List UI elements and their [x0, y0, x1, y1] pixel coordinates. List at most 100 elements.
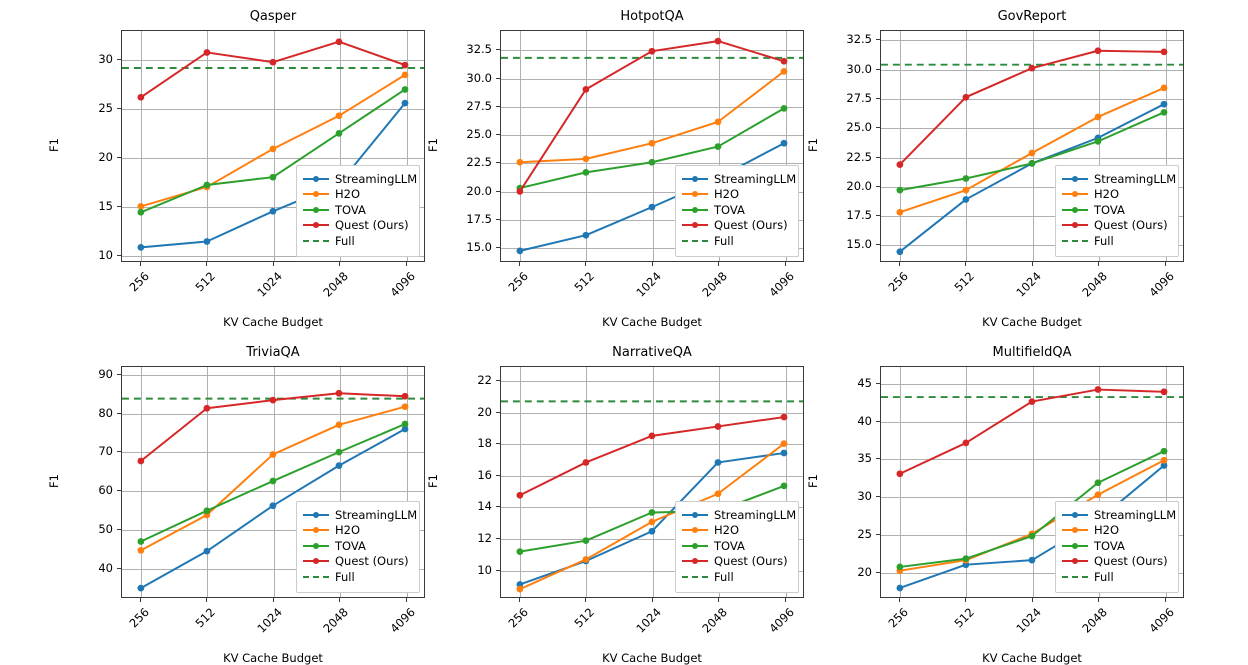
line-icon — [682, 560, 708, 563]
gridline-horizontal — [881, 459, 1183, 461]
x-tick-label: 512 — [951, 269, 978, 295]
data-point — [780, 57, 788, 65]
legend-item-h2o[interactable]: H2O — [303, 187, 412, 203]
legend-swatch-icon — [682, 555, 708, 567]
series-line-tova — [898, 450, 1165, 568]
data-point — [401, 425, 409, 433]
gridline-horizontal — [881, 157, 1183, 159]
legend-swatch-icon — [682, 219, 708, 231]
data-point — [1094, 134, 1102, 142]
legend-item-streamingllm[interactable]: StreamingLLM — [1062, 507, 1176, 523]
legend-item-full[interactable]: Full — [682, 233, 791, 249]
gridline-vertical — [1099, 367, 1101, 597]
legend-item-streamingllm[interactable]: StreamingLLM — [1062, 171, 1176, 187]
legend-label: Quest (Ours) — [1094, 218, 1168, 233]
data-point — [335, 112, 343, 120]
legend-item-streamingllm[interactable]: StreamingLLM — [682, 171, 796, 187]
legend-item-streamingllm[interactable]: StreamingLLM — [682, 507, 796, 523]
y-tick-label: 15.0 — [846, 237, 872, 252]
legend-item-h2o[interactable]: H2O — [682, 523, 791, 539]
marker-dot-icon — [1072, 542, 1078, 549]
data-point — [714, 143, 722, 150]
legend-label: Full — [714, 233, 734, 248]
data-point — [335, 129, 343, 137]
y-tick-label: 22 — [477, 373, 492, 388]
legend-item-quest-ours[interactable]: Quest (Ours) — [1062, 218, 1171, 234]
legend-item-quest-ours[interactable]: Quest (Ours) — [682, 554, 791, 570]
line-icon — [303, 560, 329, 563]
legend-item-quest-ours[interactable]: Quest (Ours) — [1062, 554, 1171, 570]
gridline-vertical — [586, 367, 588, 597]
x-tick-label: 2048 — [699, 269, 731, 300]
data-point — [1028, 149, 1036, 157]
x-tick-mark — [585, 262, 587, 266]
data-point — [1160, 100, 1168, 108]
legend: StreamingLLM H2O TOVA Quest (Ours) Full — [675, 165, 799, 257]
gridline-horizontal — [501, 50, 803, 52]
gridline-vertical — [340, 31, 342, 261]
legend-item-full[interactable]: Full — [303, 233, 412, 249]
gridline-horizontal — [122, 452, 424, 454]
x-tick-mark — [339, 262, 341, 266]
y-tick-mark — [496, 247, 500, 249]
marker-dot-icon — [692, 222, 698, 229]
legend-item-full[interactable]: Full — [303, 569, 412, 585]
legend-item-quest-ours[interactable]: Quest (Ours) — [682, 218, 791, 234]
legend-item-tova[interactable]: TOVA — [303, 202, 412, 218]
data-point — [1028, 64, 1036, 72]
legend-label: TOVA — [714, 538, 745, 553]
legend-item-tova[interactable]: TOVA — [1062, 202, 1171, 218]
x-tick-label: 4096 — [1146, 269, 1177, 300]
line-icon — [682, 208, 708, 211]
data-point — [1160, 388, 1168, 396]
legend-item-tova[interactable]: TOVA — [682, 538, 791, 554]
legend-swatch-icon — [303, 571, 329, 583]
legend-item-h2o[interactable]: H2O — [682, 187, 791, 203]
legend-item-quest-ours[interactable]: Quest (Ours) — [303, 218, 412, 234]
legend-item-full[interactable]: Full — [682, 569, 791, 585]
data-point — [896, 563, 904, 571]
data-point — [335, 448, 343, 456]
legend-item-quest-ours[interactable]: Quest (Ours) — [303, 554, 412, 570]
legend-item-h2o[interactable]: H2O — [1062, 523, 1171, 539]
gridline-vertical — [140, 367, 142, 597]
legend-item-full[interactable]: Full — [1062, 233, 1171, 249]
gridline-vertical — [785, 367, 787, 597]
y-tick-label: 80 — [98, 405, 113, 420]
subplot-title: GovReport — [997, 9, 1067, 24]
legend-item-tova[interactable]: TOVA — [303, 538, 412, 554]
legend-item-tova[interactable]: TOVA — [682, 202, 791, 218]
gridline-horizontal — [501, 106, 803, 108]
series-line-h2o — [518, 70, 785, 164]
legend-item-h2o[interactable]: H2O — [1062, 187, 1171, 203]
data-point — [1028, 160, 1036, 167]
plot-area — [500, 30, 804, 262]
data-point — [269, 207, 277, 215]
subplot-title: Qasper — [249, 9, 297, 24]
y-tick-mark — [496, 218, 500, 220]
data-point — [1094, 479, 1102, 487]
series-line-h2o — [139, 405, 406, 552]
legend-item-streamingllm[interactable]: StreamingLLM — [303, 171, 417, 187]
x-tick-label: 1024 — [254, 269, 285, 300]
legend-label: StreamingLLM — [335, 171, 418, 186]
data-point — [401, 392, 409, 400]
legend-item-streamingllm[interactable]: StreamingLLM — [303, 507, 417, 523]
legend-label: TOVA — [1094, 538, 1125, 553]
y-tick-mark — [117, 107, 121, 109]
gridline-horizontal — [122, 569, 424, 571]
legend-item-h2o[interactable]: H2O — [303, 523, 412, 539]
gridline-horizontal — [881, 186, 1183, 188]
marker-dot-icon — [313, 558, 319, 565]
x-axis-title: KV Cache Budget — [982, 315, 1082, 329]
data-point — [401, 99, 409, 107]
x-tick-label: 1024 — [633, 605, 664, 636]
legend-swatch-icon — [1062, 173, 1088, 185]
data-point — [1160, 84, 1168, 92]
data-point — [582, 231, 590, 239]
gridline-horizontal — [881, 69, 1183, 71]
legend-item-tova[interactable]: TOVA — [1062, 538, 1171, 554]
legend-item-full[interactable]: Full — [1062, 569, 1171, 585]
data-point — [137, 547, 145, 554]
